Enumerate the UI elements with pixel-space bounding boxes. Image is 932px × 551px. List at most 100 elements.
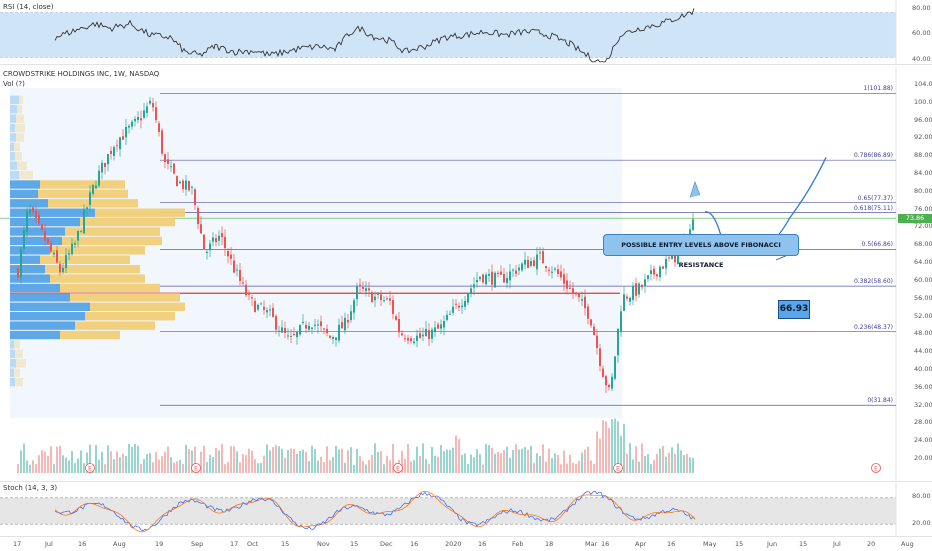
time-tick: Jun — [767, 540, 778, 548]
volume-bar — [248, 448, 250, 473]
volume-bar — [629, 443, 631, 473]
price-tick: 36.00 — [914, 382, 932, 391]
volume-bar — [431, 446, 433, 473]
candle-body — [308, 325, 310, 330]
pane-separator[interactable] — [0, 481, 932, 482]
candle-body — [626, 296, 628, 299]
volume-bar — [635, 446, 637, 473]
candle-body — [332, 337, 334, 339]
volume-bar — [413, 459, 415, 473]
volume-bar — [62, 455, 64, 473]
candle-body — [17, 268, 19, 278]
volume-profile-bar — [15, 152, 22, 161]
volume-bar — [185, 444, 187, 473]
candle-body — [623, 294, 625, 311]
volume-bar — [494, 453, 496, 473]
volume-bar — [134, 443, 136, 473]
candle-body — [104, 162, 106, 168]
volume-bar — [365, 464, 367, 473]
candle-body — [662, 266, 664, 269]
rsi-chart — [0, 0, 897, 64]
candle-body — [371, 292, 373, 303]
volume-profile-bar — [10, 114, 16, 123]
candle-body — [446, 314, 448, 320]
candle-body — [479, 276, 481, 280]
volume-bar — [278, 446, 280, 473]
target-price-box[interactable]: 66.93 — [778, 300, 810, 319]
fib-label: 0.5(66.86) — [861, 241, 893, 249]
volume-bar — [323, 461, 325, 473]
volume-profile-bar — [10, 217, 80, 227]
volume-bar — [287, 449, 289, 473]
candle-body — [158, 123, 160, 133]
candle-body — [548, 269, 550, 271]
earnings-circle — [613, 463, 623, 473]
candle-body — [593, 326, 595, 336]
candle-body — [509, 271, 511, 281]
volume-bar — [500, 453, 502, 473]
volume-bar — [680, 450, 682, 473]
volume-bar — [329, 460, 331, 473]
volume-profile-bar — [10, 302, 90, 312]
candle-body — [131, 121, 133, 127]
candle-body — [44, 231, 46, 241]
volume-bar — [251, 450, 253, 473]
stochastic-pane[interactable]: Stoch (14, 3, 3) 80.00 20.00 — [0, 483, 932, 536]
volume-bar — [512, 449, 514, 473]
time-tick: 2020 — [445, 540, 462, 548]
candle-body — [272, 307, 274, 317]
volume-profile-bar — [10, 246, 50, 255]
time-tick: Jul — [833, 540, 841, 548]
volume-bar — [569, 454, 571, 473]
volume-bar — [482, 464, 484, 473]
candle-body — [23, 230, 25, 249]
main-price-pane[interactable]: E E E E E CROWDSTRIKE HOLDINGS INC, 1W, NASD… — [0, 66, 932, 481]
volume-profile-bar — [10, 199, 48, 208]
candle-body — [146, 106, 148, 113]
candle-body — [647, 275, 649, 280]
candle-body — [89, 192, 91, 205]
candle-body — [275, 316, 277, 330]
candle-body — [575, 292, 577, 295]
volume-bar — [260, 462, 262, 473]
volume-bar — [173, 462, 175, 473]
volume-bar — [608, 428, 610, 473]
volume-bar — [389, 460, 391, 473]
volume-profile-bar — [14, 340, 20, 349]
volume-profile-bar — [80, 217, 175, 227]
time-axis[interactable]: 17 Jul 16 Aug 19 Sep 17 Oct 15 Nov 15 Dec 16 2020 16 Fe… — [0, 536, 932, 551]
candle-body — [434, 327, 436, 332]
earnings-circle — [871, 463, 881, 473]
candle-body — [545, 266, 547, 269]
candle-body — [659, 266, 661, 278]
rsi-pane[interactable]: RSI (14, close) 80.00 60.00 40.00 — [0, 0, 932, 64]
candle-body — [551, 271, 553, 273]
candle-body — [65, 254, 67, 269]
volume-profile-bar — [10, 95, 19, 105]
volume-bar — [89, 444, 91, 473]
candle-body — [341, 322, 343, 329]
volume-bar — [158, 459, 160, 473]
volume-profile-bar — [62, 236, 162, 246]
volume-bar — [596, 431, 598, 473]
fib-label: 0.236(48.37) — [853, 323, 893, 331]
candle-body — [407, 338, 409, 341]
candle-body — [35, 210, 37, 218]
price-tick: 60.00 — [914, 275, 932, 284]
entry-callout[interactable]: POSSIBLE ENTRY LEVELS ABOVE FIBONACCI RE… — [603, 234, 799, 269]
candle-body — [605, 376, 607, 386]
candle-body — [38, 214, 40, 224]
candle-body — [227, 250, 229, 257]
volume-bar — [296, 453, 298, 473]
price-tick: 52.00 — [914, 311, 932, 320]
candle-body — [416, 335, 418, 341]
candle-body — [140, 118, 142, 121]
pane-separator[interactable] — [0, 64, 932, 65]
volume-bar — [545, 461, 547, 473]
volume-bar — [191, 450, 193, 473]
candle-body — [263, 306, 265, 310]
rsi-tick-80: 80.00 — [912, 4, 931, 12]
candle-body — [359, 284, 361, 286]
stochastic-chart — [0, 483, 897, 536]
volume-bar — [479, 454, 481, 473]
